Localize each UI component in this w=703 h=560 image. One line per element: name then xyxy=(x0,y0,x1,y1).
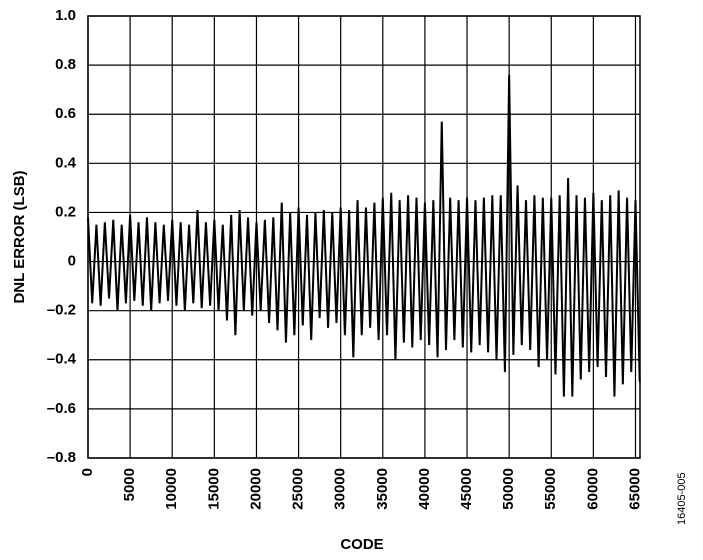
x-tick-label: 20000 xyxy=(247,468,264,510)
x-tick-label: 35000 xyxy=(374,468,391,510)
y-tick-label: –0.6 xyxy=(47,400,76,417)
y-tick-label: –0.2 xyxy=(47,302,76,319)
y-tick-label: 0 xyxy=(68,253,76,270)
x-tick-label: 60000 xyxy=(584,468,601,510)
x-tick-label: 40000 xyxy=(416,468,433,510)
x-tick-label: 0 xyxy=(79,468,96,476)
x-tick-label: 30000 xyxy=(332,468,349,510)
x-tick-label: 15000 xyxy=(205,468,222,510)
y-tick-label: 0.8 xyxy=(55,56,76,73)
x-tick-label: 65000 xyxy=(626,468,643,510)
data-line xyxy=(87,74,641,397)
y-tick-label: 0.6 xyxy=(55,105,76,122)
x-tick-label: 50000 xyxy=(500,468,517,510)
y-axis-title: DNL ERROR (LSB) xyxy=(11,170,28,303)
x-axis-title: CODE xyxy=(340,536,383,553)
y-tick-label: 0.4 xyxy=(55,154,77,171)
x-tick-label: 5000 xyxy=(121,468,138,501)
footnote: 16405-005 xyxy=(676,472,688,525)
y-tick-label: –0.4 xyxy=(47,351,77,368)
y-tick-label: 1.0 xyxy=(55,7,76,24)
y-tick-label: –0.8 xyxy=(47,449,76,466)
plot-frame xyxy=(87,15,641,459)
x-tick-label: 55000 xyxy=(542,468,559,510)
x-tick-label: 10000 xyxy=(163,468,180,510)
x-tick-label: 45000 xyxy=(458,468,475,510)
x-tick-label: 25000 xyxy=(290,468,307,510)
y-tick-label: 0.2 xyxy=(55,203,76,220)
